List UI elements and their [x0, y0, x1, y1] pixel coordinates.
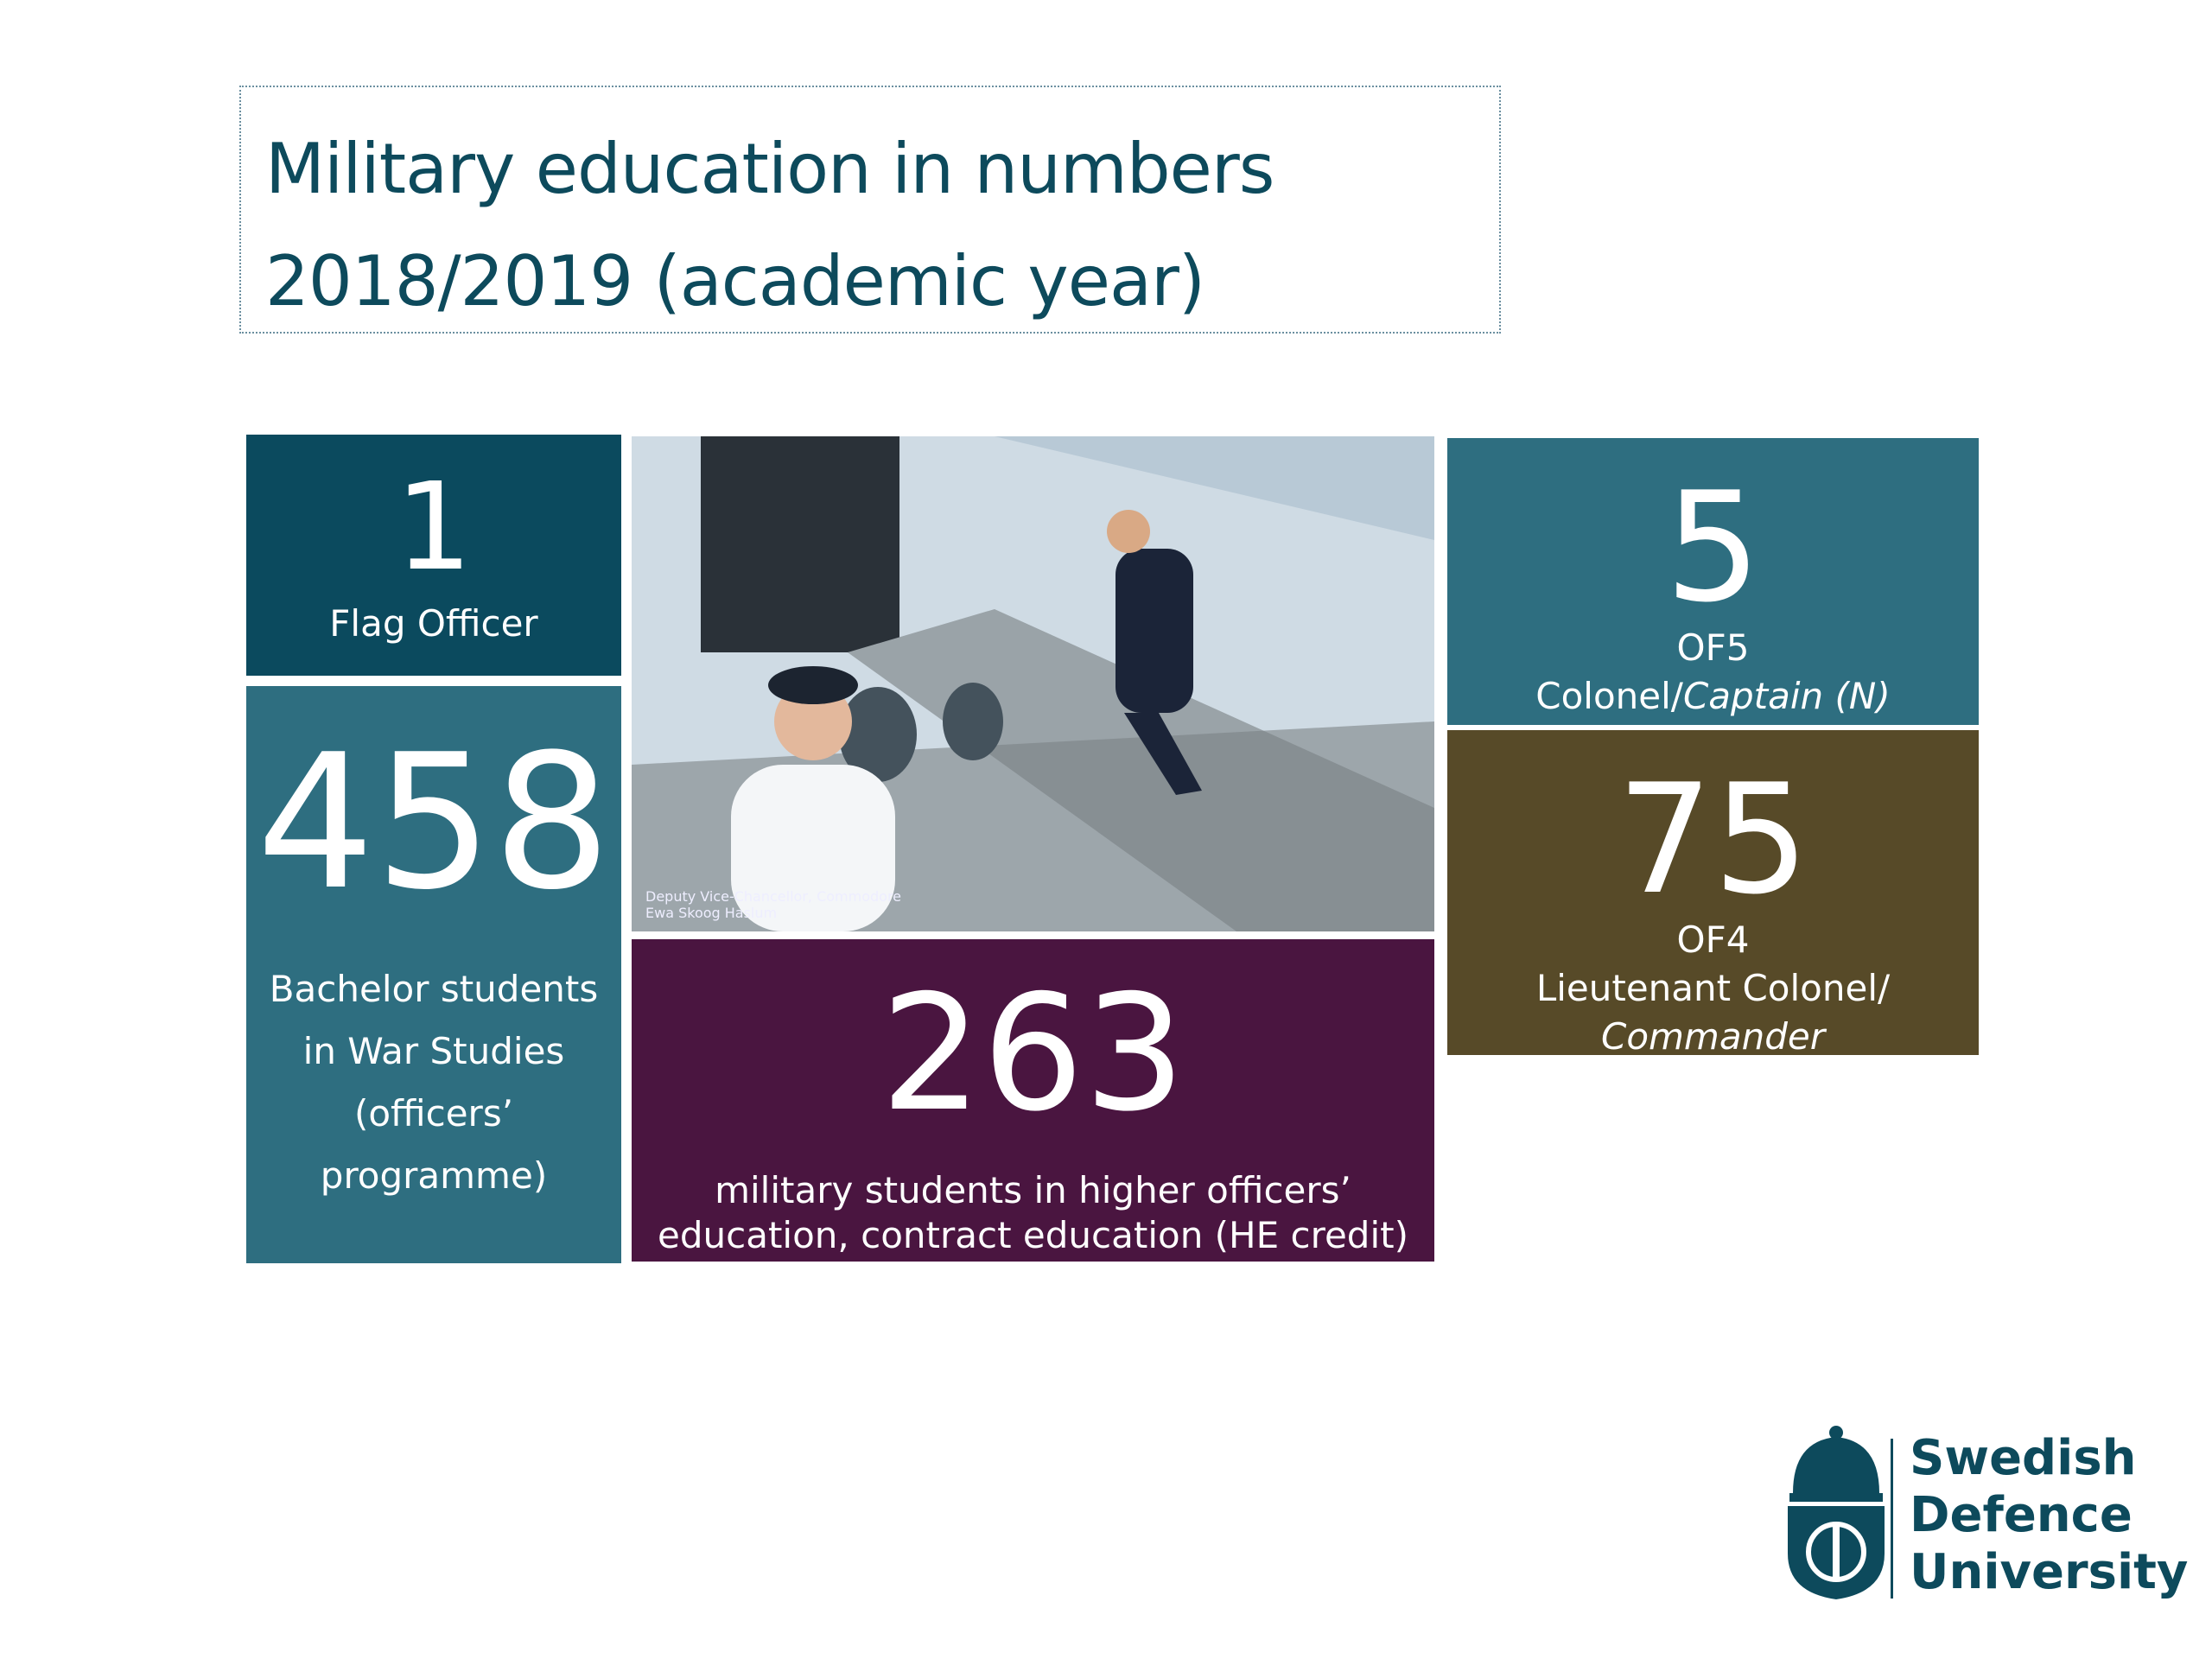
tile-label: Bachelor students: [269, 968, 599, 1010]
tile-number: 5: [1664, 461, 1762, 636]
tile-bachelor: 458 Bachelor students in War Studies (of…: [246, 686, 621, 1263]
tile-number: 263: [880, 960, 1186, 1147]
logo-line: University: [1910, 1544, 2189, 1600]
tile-number: 75: [1617, 753, 1809, 928]
logo-text: Swedish Defence University: [1910, 1430, 2188, 1601]
tile-number: 458: [256, 714, 612, 931]
title-line: 2018/2019 (academic year): [265, 241, 1205, 321]
tile-label: education, contract education (HE credit…: [658, 1214, 1408, 1256]
tile-of5: 5 OF5 Colonel/Captain (N): [1447, 438, 1979, 725]
tile-title-italic: Commander: [1601, 1015, 1825, 1058]
title-line: Military education in numbers: [265, 129, 1274, 209]
tile-higher-officers: 263 military students in higher officers…: [632, 939, 1434, 1262]
caption-line: Ewa Skoog Haslum: [645, 904, 778, 921]
logo-line: Defence: [1910, 1487, 2133, 1543]
logo-crest: [1788, 1426, 1885, 1599]
tile-number: 1: [395, 457, 473, 598]
tile-label: in War Studies: [302, 1030, 565, 1072]
caption-line: Deputy Vice-Chancellor, Commodore: [645, 887, 902, 905]
tile-of4: 75 OF4 Lieutenant Colonel/ Commander: [1447, 730, 1979, 1058]
tile-title-italic: Captain (N): [1682, 675, 1891, 717]
tile-title: Colonel/: [1535, 675, 1683, 717]
tile-label: Flag Officer: [329, 602, 538, 645]
tile-label: (officers’: [353, 1092, 514, 1135]
photo-caption: Deputy Vice-Chancellor, Commodore Ewa Sk…: [645, 888, 901, 921]
tile-title: Lieutenant Colonel/: [1535, 967, 1891, 1009]
tile-flag-officer: 1 Flag Officer: [246, 435, 621, 676]
tile-rank: OF5: [1676, 626, 1750, 669]
logo-line: Swedish: [1910, 1430, 2137, 1486]
tile-label: military students in higher officers’: [715, 1169, 1351, 1211]
tile-rank: OF4: [1676, 918, 1750, 961]
photo-illustration: [632, 436, 1434, 931]
tile-label: programme): [320, 1154, 548, 1197]
logo-divider: [1891, 1439, 1893, 1599]
title-box: Military education in numbers 2018/2019 …: [239, 86, 1501, 334]
photo: Deputy Vice-Chancellor, Commodore Ewa Sk…: [632, 436, 1434, 931]
